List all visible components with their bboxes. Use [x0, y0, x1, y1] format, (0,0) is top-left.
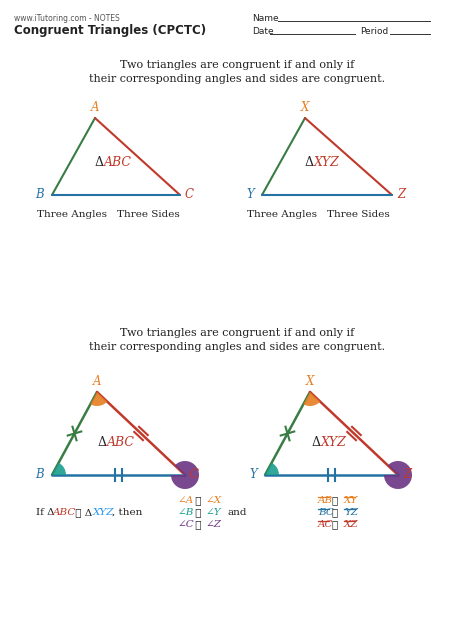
- Text: Congruent Triangles (CPCTC): Congruent Triangles (CPCTC): [14, 24, 206, 37]
- Wedge shape: [52, 462, 66, 475]
- Text: ≅: ≅: [192, 496, 205, 505]
- Text: ≅: ≅: [332, 520, 338, 529]
- Text: ∠X: ∠X: [206, 496, 222, 505]
- Text: www.iTutoring.com - NOTES: www.iTutoring.com - NOTES: [14, 14, 120, 23]
- Wedge shape: [171, 461, 199, 489]
- Text: ≅ Δ: ≅ Δ: [72, 508, 92, 517]
- Text: XYZ: XYZ: [93, 508, 115, 517]
- Wedge shape: [303, 392, 320, 406]
- Text: their corresponding angles and sides are congruent.: their corresponding angles and sides are…: [89, 74, 385, 84]
- Text: YZ: YZ: [344, 508, 358, 517]
- Text: Two triangles are congruent if and only if: Two triangles are congruent if and only …: [120, 60, 354, 70]
- Text: ≅: ≅: [192, 508, 205, 517]
- Text: Δ: Δ: [305, 156, 314, 168]
- Text: Name: Name: [252, 14, 279, 23]
- Text: ≅: ≅: [192, 520, 205, 529]
- Text: XYZ: XYZ: [321, 435, 347, 449]
- Text: C: C: [185, 188, 194, 202]
- Text: Z: Z: [397, 188, 405, 202]
- Text: Date: Date: [252, 27, 273, 36]
- Text: Three Angles: Three Angles: [247, 210, 317, 219]
- Text: , then: , then: [112, 508, 142, 517]
- Text: ABC: ABC: [53, 508, 76, 517]
- Text: Δ: Δ: [98, 435, 107, 449]
- Text: Three Sides: Three Sides: [117, 210, 179, 219]
- Text: ≅: ≅: [332, 496, 338, 505]
- Text: ∠B: ∠B: [178, 508, 194, 517]
- Text: B: B: [36, 469, 44, 481]
- Text: XYZ: XYZ: [314, 156, 340, 168]
- Text: Z: Z: [403, 469, 411, 481]
- Text: ∠Z: ∠Z: [206, 520, 222, 529]
- Wedge shape: [91, 392, 107, 406]
- Text: XZ: XZ: [344, 520, 359, 529]
- Text: ∠C: ∠C: [178, 520, 195, 529]
- Text: Period: Period: [360, 27, 388, 36]
- Text: A: A: [93, 375, 101, 388]
- Text: If Δ: If Δ: [36, 508, 55, 517]
- Text: C: C: [190, 469, 199, 481]
- Text: ∠Y: ∠Y: [206, 508, 222, 517]
- Text: ∠A: ∠A: [178, 496, 194, 505]
- Wedge shape: [265, 462, 279, 475]
- Text: Δ: Δ: [95, 156, 104, 168]
- Text: BC: BC: [318, 508, 334, 517]
- Wedge shape: [384, 461, 412, 489]
- Text: AB: AB: [318, 496, 333, 505]
- Text: Δ: Δ: [312, 435, 321, 449]
- Text: ≅: ≅: [332, 508, 338, 517]
- Text: AC: AC: [318, 520, 334, 529]
- Text: B: B: [36, 188, 44, 202]
- Text: X: X: [306, 375, 314, 388]
- Text: their corresponding angles and sides are congruent.: their corresponding angles and sides are…: [89, 342, 385, 352]
- Text: Y: Y: [246, 188, 254, 202]
- Text: XY: XY: [344, 496, 358, 505]
- Text: Three Angles: Three Angles: [37, 210, 107, 219]
- Text: ABC: ABC: [107, 435, 135, 449]
- Text: X: X: [301, 101, 309, 114]
- Text: ABC: ABC: [104, 156, 132, 168]
- Text: Y: Y: [249, 469, 257, 481]
- Text: Three Sides: Three Sides: [327, 210, 389, 219]
- Text: A: A: [91, 101, 99, 114]
- Text: Two triangles are congruent if and only if: Two triangles are congruent if and only …: [120, 328, 354, 338]
- Text: and: and: [228, 508, 247, 517]
